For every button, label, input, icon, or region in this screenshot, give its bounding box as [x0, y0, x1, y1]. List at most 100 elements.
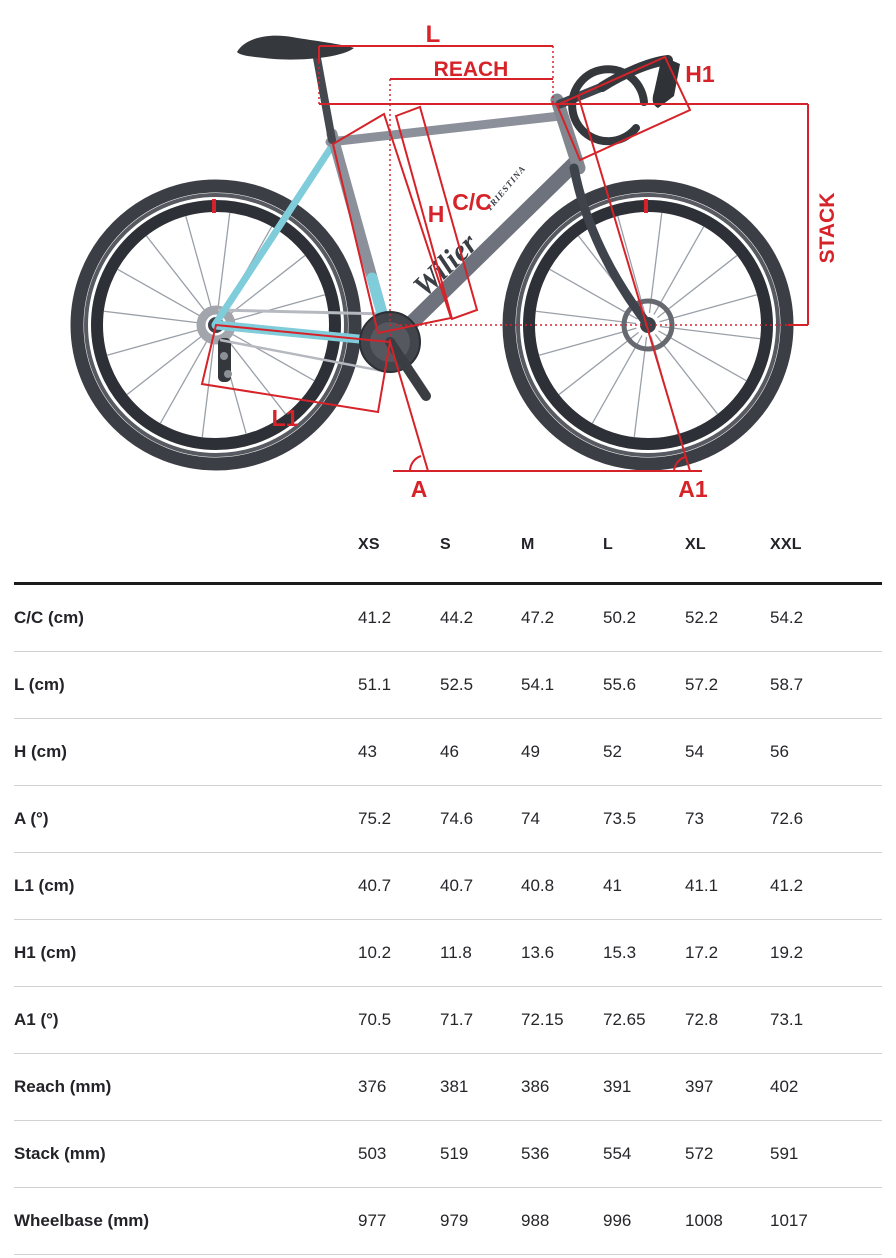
- value-cell: 40.7: [440, 876, 474, 895]
- value-cell: 71.7: [440, 1010, 474, 1029]
- value-cell: 52.5: [440, 675, 474, 694]
- value-cell: 73.1: [770, 1010, 804, 1029]
- value-cell: 54.1: [521, 675, 555, 694]
- value-cell: 391: [603, 1077, 632, 1096]
- angle-a1-arc: [673, 456, 686, 472]
- value-cell: 57.2: [685, 675, 719, 694]
- value-cell: 15.3: [603, 943, 637, 962]
- value-cell: 41: [603, 876, 622, 895]
- value-cell: 536: [521, 1144, 550, 1163]
- measure-cc-quad: [394, 105, 479, 321]
- table-row: H (cm) 43 46 49 52 54 56: [14, 719, 882, 786]
- value-cell: 402: [770, 1077, 799, 1096]
- table-row: Wheelbase (mm) 977 979 988 996 1008 1017: [14, 1188, 882, 1255]
- table-header-row: XS S M L XL XXL: [14, 530, 882, 585]
- table-row: A (°) 75.2 74.6 74 73.5 73 72.6: [14, 786, 882, 853]
- table-row: A1 (°) 70.5 71.7 72.15 72.65 72.8 73.1: [14, 987, 882, 1054]
- geometry-table: XS S M L XL XXL C/C (cm) 41.2 44.2 47.2 50.2 52.2 5…: [14, 530, 882, 1255]
- table-row: C/C (cm) 41.2 44.2 47.2 50.2 52.2 54.2: [14, 585, 882, 652]
- value-cell: 52.2: [685, 608, 719, 627]
- front-wheel-spokes: [535, 212, 761, 438]
- seatpost: [313, 54, 336, 144]
- value-cell: 572: [685, 1144, 714, 1163]
- brake-lever: [652, 56, 680, 108]
- value-cell: 386: [521, 1077, 550, 1096]
- value-cell: 47.2: [521, 608, 555, 627]
- value-cell: 46: [440, 742, 459, 761]
- value-cell: 74: [521, 809, 540, 828]
- column-header: XL: [685, 536, 706, 553]
- value-cell: 73.5: [603, 809, 637, 828]
- table-row: L1 (cm) 40.7 40.7 40.8 41 41.1 41.2: [14, 853, 882, 920]
- table-row: Reach (mm) 376 381 386 391 397 402: [14, 1054, 882, 1121]
- value-cell: 10.2: [358, 943, 392, 962]
- seat-stay: [212, 142, 336, 327]
- value-cell: 74.6: [440, 809, 474, 828]
- value-cell: 381: [440, 1077, 469, 1096]
- value-cell: 397: [685, 1077, 714, 1096]
- row-label: Stack (mm): [14, 1144, 106, 1163]
- row-label: A1 (°): [14, 1010, 59, 1029]
- value-cell: 50.2: [603, 608, 637, 627]
- value-cell: 52: [603, 742, 622, 761]
- value-cell: 72.65: [603, 1010, 646, 1029]
- label-a1: A1: [678, 476, 708, 502]
- label-h1: H1: [685, 61, 715, 87]
- angle-a-arc: [409, 455, 422, 472]
- label-h: H: [428, 201, 445, 227]
- crank-arm: [385, 337, 431, 401]
- value-cell: 979: [440, 1211, 469, 1230]
- fork: [569, 163, 651, 327]
- row-label: C/C (cm): [14, 608, 84, 627]
- saddle: [237, 35, 354, 60]
- bike-geometry-diagram: Wilier TRIESTINA: [70, 21, 839, 502]
- row-label: L (cm): [14, 675, 65, 694]
- value-cell: 43: [358, 742, 377, 761]
- table-row: L (cm) 51.1 52.5 54.1 55.6 57.2 58.7: [14, 652, 882, 719]
- value-cell: 56: [770, 742, 789, 761]
- value-cell: 19.2: [770, 943, 804, 962]
- value-cell: 51.1: [358, 675, 392, 694]
- value-cell: 58.7: [770, 675, 804, 694]
- value-cell: 49: [521, 742, 540, 761]
- value-cell: 72.8: [685, 1010, 719, 1029]
- value-cell: 376: [358, 1077, 387, 1096]
- label-stack: STACK: [816, 193, 839, 264]
- row-label: H1 (cm): [14, 943, 77, 962]
- value-cell: 41.1: [685, 876, 719, 895]
- measure-l1-quad: [200, 323, 392, 414]
- value-cell: 72.15: [521, 1010, 564, 1029]
- top-tube: [325, 111, 565, 147]
- value-cell: 996: [603, 1211, 632, 1230]
- value-cell: 977: [358, 1211, 387, 1230]
- value-cell: 70.5: [358, 1010, 392, 1029]
- column-header: L: [603, 536, 613, 553]
- label-l: L: [426, 21, 441, 48]
- value-cell: 72.6: [770, 809, 804, 828]
- down-tube: [384, 154, 584, 350]
- row-label-header: [14, 530, 358, 536]
- value-cell: 554: [603, 1144, 632, 1163]
- label-l1: L1: [272, 405, 299, 431]
- label-a: A: [411, 476, 428, 502]
- value-cell: 73: [685, 809, 704, 828]
- row-label: L1 (cm): [14, 876, 75, 895]
- seat-angle-line: [389, 341, 429, 472]
- measure-h1-quad: [555, 55, 692, 162]
- value-cell: 11.8: [440, 943, 472, 962]
- table-row: Stack (mm) 503 519 536 554 572 591: [14, 1121, 882, 1188]
- value-cell: 75.2: [358, 809, 392, 828]
- table-row: H1 (cm) 10.2 11.8 13.6 15.3 17.2 19.2: [14, 920, 882, 987]
- value-cell: 591: [770, 1144, 799, 1163]
- column-header: M: [521, 536, 535, 553]
- value-cell: 13.6: [521, 943, 555, 962]
- row-label: H (cm): [14, 742, 67, 761]
- row-label: Wheelbase (mm): [14, 1211, 150, 1230]
- label-reach: REACH: [434, 58, 509, 81]
- value-cell: 41.2: [358, 608, 392, 627]
- value-cell: 54: [685, 742, 704, 761]
- value-cell: 503: [358, 1144, 387, 1163]
- value-cell: 17.2: [685, 943, 719, 962]
- column-header: XXL: [770, 536, 802, 553]
